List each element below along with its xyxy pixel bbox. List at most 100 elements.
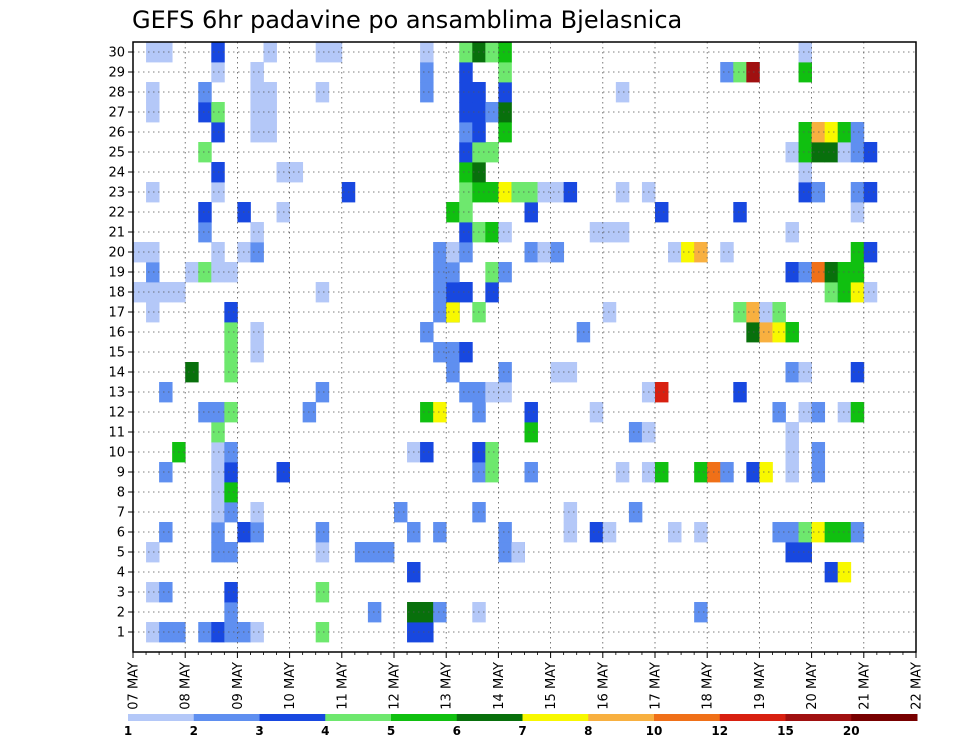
legend-threshold-label: 7 [518,724,526,738]
cell-member-29-slot-51 [798,62,812,83]
cell-member-27-slot-1 [146,102,160,123]
legend-color-swatch [522,714,589,721]
y-tick-label: 22 [108,206,125,221]
cell-member-10-slot-7 [224,442,238,463]
cell-member-19-slot-28 [498,262,512,283]
cell-member-6-slot-23 [433,522,447,543]
y-tick-label: 5 [117,546,125,561]
cell-member-25-slot-5 [198,142,212,163]
cell-member-26-slot-55 [850,122,865,143]
cell-member-30-slot-27 [485,42,499,63]
cell-member-28-slot-37 [615,82,630,103]
cell-member-27-slot-27 [485,102,499,123]
cell-member-9-slot-30 [524,462,538,483]
cell-member-28-slot-10 [263,82,277,103]
heatmap-cells [133,42,878,643]
y-tick-label: 15 [108,346,125,361]
cell-member-9-slot-37 [615,462,630,483]
cell-member-7-slot-7 [224,502,238,523]
cell-member-17-slot-23 [433,302,447,323]
y-tick-label: 4 [117,566,125,581]
y-tick-label: 8 [117,486,125,501]
legend-color-swatch [325,714,392,721]
cell-member-19-slot-5 [198,262,212,283]
cell-member-3-slot-7 [224,582,238,603]
y-tick-label: 17 [108,306,125,321]
cell-member-12-slot-5 [198,402,212,423]
cell-member-26-slot-28 [498,122,512,143]
cell-member-30-slot-14 [315,42,330,63]
cell-member-20-slot-42 [681,242,695,263]
cell-member-9-slot-40 [655,462,669,483]
y-tick-label: 23 [108,186,125,201]
cell-member-17-slot-46 [733,302,747,323]
cell-member-16-slot-50 [785,322,799,343]
legend-threshold-label: 6 [453,724,461,738]
cell-member-12-slot-30 [524,402,538,423]
cell-member-20-slot-56 [863,242,878,263]
cell-member-13-slot-46 [733,382,747,403]
cell-member-12-slot-35 [589,402,604,423]
cell-member-17-slot-48 [759,302,773,323]
cell-member-25-slot-53 [824,142,839,163]
x-tick-label: 17 MAY [649,662,664,710]
cell-member-25-slot-27 [485,142,499,163]
y-tick-label: 25 [108,146,125,161]
cell-member-1-slot-9 [250,622,264,643]
cell-member-12-slot-22 [420,402,434,423]
cell-member-28-slot-1 [146,82,160,103]
cell-member-14-slot-50 [785,362,799,383]
legend-color-swatch [719,714,786,721]
x-tick-label: 16 MAY [596,662,611,710]
x-tick-label: 11 MAY [335,662,350,710]
y-tick-label: 13 [108,386,125,401]
cell-member-28-slot-22 [420,82,434,103]
cell-member-6-slot-14 [315,522,330,543]
cell-member-6-slot-53 [824,522,839,543]
cell-member-13-slot-28 [498,382,512,403]
cell-member-22-slot-46 [733,202,747,223]
y-tick-label: 21 [108,226,125,241]
cell-member-16-slot-9 [250,322,264,343]
cell-member-19-slot-7 [224,262,238,283]
cell-member-26-slot-9 [250,122,264,143]
cell-member-20-slot-43 [694,242,708,263]
y-tick-label: 3 [117,586,125,601]
cell-member-20-slot-30 [524,242,538,263]
cell-member-16-slot-48 [759,322,773,343]
cell-member-23-slot-25 [459,182,473,203]
x-tick-label: 09 MAY [231,662,246,710]
x-tick-label: 13 MAY [440,662,455,710]
cell-member-19-slot-4 [185,262,199,283]
y-tick-label: 10 [108,446,125,461]
legend-color-swatch [851,714,918,721]
cell-member-15-slot-24 [446,342,460,363]
legend-color-swatch [391,714,458,721]
cell-member-7-slot-20 [394,502,408,523]
cell-member-28-slot-28 [498,82,512,103]
cell-member-5-slot-1 [146,542,160,563]
cell-member-14-slot-33 [563,362,578,383]
x-tick-label: 20 MAY [805,662,820,710]
cell-member-15-slot-9 [250,342,264,363]
cell-member-21-slot-28 [498,222,512,243]
cell-member-12-slot-51 [798,402,812,423]
cell-member-18-slot-23 [433,282,447,303]
cell-member-1-slot-5 [198,622,212,643]
legend-color-swatch [456,714,523,721]
y-tick-label: 30 [108,46,125,61]
cell-member-23-slot-51 [798,182,812,203]
cell-member-3-slot-14 [315,582,330,603]
cell-member-25-slot-55 [850,142,865,163]
cell-member-9-slot-43 [694,462,708,483]
cell-member-22-slot-24 [446,202,460,223]
cell-member-22-slot-5 [198,202,212,223]
cell-member-28-slot-25 [459,82,473,103]
x-tick-label: 15 MAY [544,662,559,710]
cell-member-1-slot-14 [315,622,330,643]
cell-member-21-slot-27 [485,222,499,243]
cell-member-17-slot-7 [224,302,238,323]
cell-member-6-slot-43 [694,522,708,543]
y-tick-label: 19 [108,266,125,281]
y-tick-label: 24 [108,166,125,181]
